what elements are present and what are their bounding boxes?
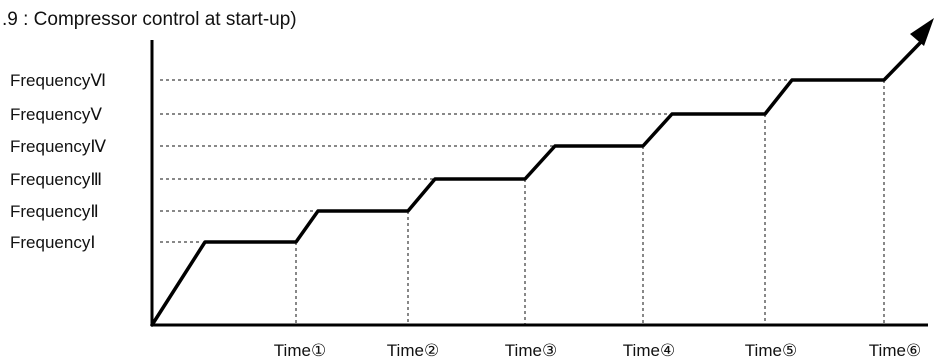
level-label-6: FrequencyⅥ (10, 71, 106, 90)
level-label-4: FrequencyⅣ (10, 137, 106, 156)
level-label-3: FrequencyⅢ (10, 170, 102, 189)
time-label-2: Time② (387, 341, 439, 360)
time-label-1: Time① (274, 341, 326, 360)
time-label-4: Time④ (623, 341, 675, 360)
diagram-title: .9 : Compressor control at start-up) (2, 9, 297, 30)
level-label-1: FrequencyⅠ (10, 233, 95, 252)
time-label-3: Time③ (505, 341, 557, 360)
frequency-step-curve (150, 41, 922, 327)
time-label-6: Time⑥ (869, 341, 921, 360)
arrowhead-icon (910, 18, 934, 46)
level-label-2: FrequencyⅡ (10, 202, 99, 221)
time-label-5: Time⑤ (745, 341, 797, 360)
level-label-5: FrequencyⅤ (10, 105, 102, 124)
